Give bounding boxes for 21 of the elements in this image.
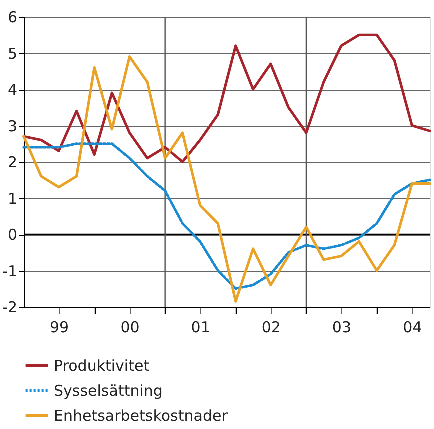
x-tick-label: 99 xyxy=(50,318,70,336)
y-tick-label: -2 xyxy=(2,298,18,316)
legend-label: Sysselsättning xyxy=(54,382,163,400)
line-series xyxy=(22,56,432,303)
y-tick-label: 6 xyxy=(8,8,18,26)
y-tick-label: 0 xyxy=(8,226,18,244)
y-tick-label: 4 xyxy=(8,81,18,99)
x-tick-label: 02 xyxy=(262,318,281,336)
line-series xyxy=(22,142,432,290)
y-tick-label: 5 xyxy=(8,44,18,63)
y-tick-label: 2 xyxy=(8,154,18,172)
line-series xyxy=(22,34,432,164)
legend-label: Enhetsarbetskostnader xyxy=(54,407,229,425)
y-tick-label: 1 xyxy=(8,190,18,208)
x-tick-label: 00 xyxy=(120,318,140,336)
y-tick-label: 3 xyxy=(8,117,18,136)
legend-label: Produktivitet xyxy=(54,357,150,375)
x-tick-label: 04 xyxy=(403,318,422,336)
x-tick-label: 03 xyxy=(332,318,352,336)
x-tick-label: 01 xyxy=(191,318,210,336)
y-tick-label: -1 xyxy=(2,262,18,280)
